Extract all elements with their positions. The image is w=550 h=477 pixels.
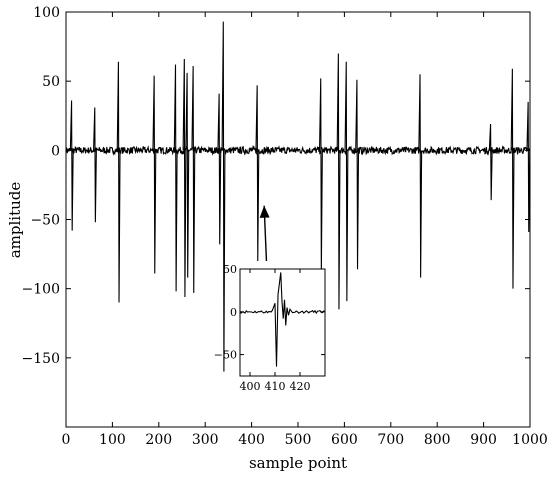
inset-x-tick-label-410: 410	[265, 380, 286, 393]
spike-7	[191, 65, 196, 293]
spike-16	[488, 124, 493, 201]
x-tick-label-600: 600	[331, 432, 358, 448]
annotation-layer	[259, 205, 270, 262]
spike-6	[185, 72, 190, 278]
x-tick-label-300: 300	[192, 432, 219, 448]
annotation-arrow-head	[259, 205, 270, 218]
y-tick-label--50: −50	[30, 213, 60, 229]
spike-18	[526, 101, 531, 232]
spike-3	[152, 75, 157, 274]
spike-13	[344, 61, 349, 302]
spike-14	[355, 79, 360, 270]
spike-11	[318, 78, 323, 273]
x-tick-label-900: 900	[470, 432, 497, 448]
spike-8	[217, 93, 222, 245]
main-tick-layer: 0 100 200 300 400 500 600 700 800 900 1000−150−100…	[22, 5, 548, 448]
spike-5	[182, 59, 187, 297]
spike-0	[69, 100, 74, 231]
inset-tick-layer: 400 410 420 −50 0 50	[214, 263, 325, 393]
spike-10	[255, 85, 260, 262]
x-tick-label-700: 700	[377, 432, 404, 448]
y-tick-label-0: 0	[51, 143, 60, 159]
inset-x-tick-label-400: 400	[240, 380, 261, 393]
x-tick-label-1000: 1000	[512, 432, 548, 448]
inset-y-tick-label-0: 0	[230, 306, 237, 319]
inset-plot-background	[240, 269, 325, 376]
inset-plot: 400 410 420 −50 0 50	[214, 263, 326, 393]
inset-y-tick-label-50: 50	[223, 263, 237, 276]
x-tick-label-500: 500	[285, 432, 312, 448]
spike-4	[173, 64, 178, 292]
spike-1	[93, 107, 97, 223]
noise-trace	[65, 144, 531, 156]
inset-plot-frame	[239, 268, 326, 377]
x-tick-label-400: 400	[238, 432, 265, 448]
x-axis-title: sample point	[249, 454, 347, 472]
y-axis-title: amplitude	[6, 182, 24, 259]
spike-17	[510, 68, 515, 289]
main-plot: 0 100 200 300 400 500 600 700 800 900 1000−150−100…	[22, 5, 548, 448]
x-tick-label-100: 100	[99, 432, 126, 448]
y-tick-label-50: 50	[42, 74, 60, 90]
x-tick-label-800: 800	[424, 432, 451, 448]
y-tick-label-100: 100	[33, 5, 60, 21]
spike-9	[221, 21, 226, 372]
spike-2	[116, 61, 121, 303]
y-tick-label--150: −150	[22, 351, 60, 367]
inset-waveform	[239, 272, 326, 367]
inset-x-tick-label-420: 420	[290, 380, 311, 393]
x-tick-label-0: 0	[62, 432, 71, 448]
spike-15	[418, 74, 423, 278]
y-tick-label--100: −100	[22, 282, 60, 298]
spike-12	[336, 53, 341, 310]
inset-signal-layer	[239, 272, 326, 367]
inset-y-tick-label--50: −50	[214, 349, 237, 362]
main-signal-layer	[65, 21, 531, 372]
x-tick-label-200: 200	[145, 432, 172, 448]
